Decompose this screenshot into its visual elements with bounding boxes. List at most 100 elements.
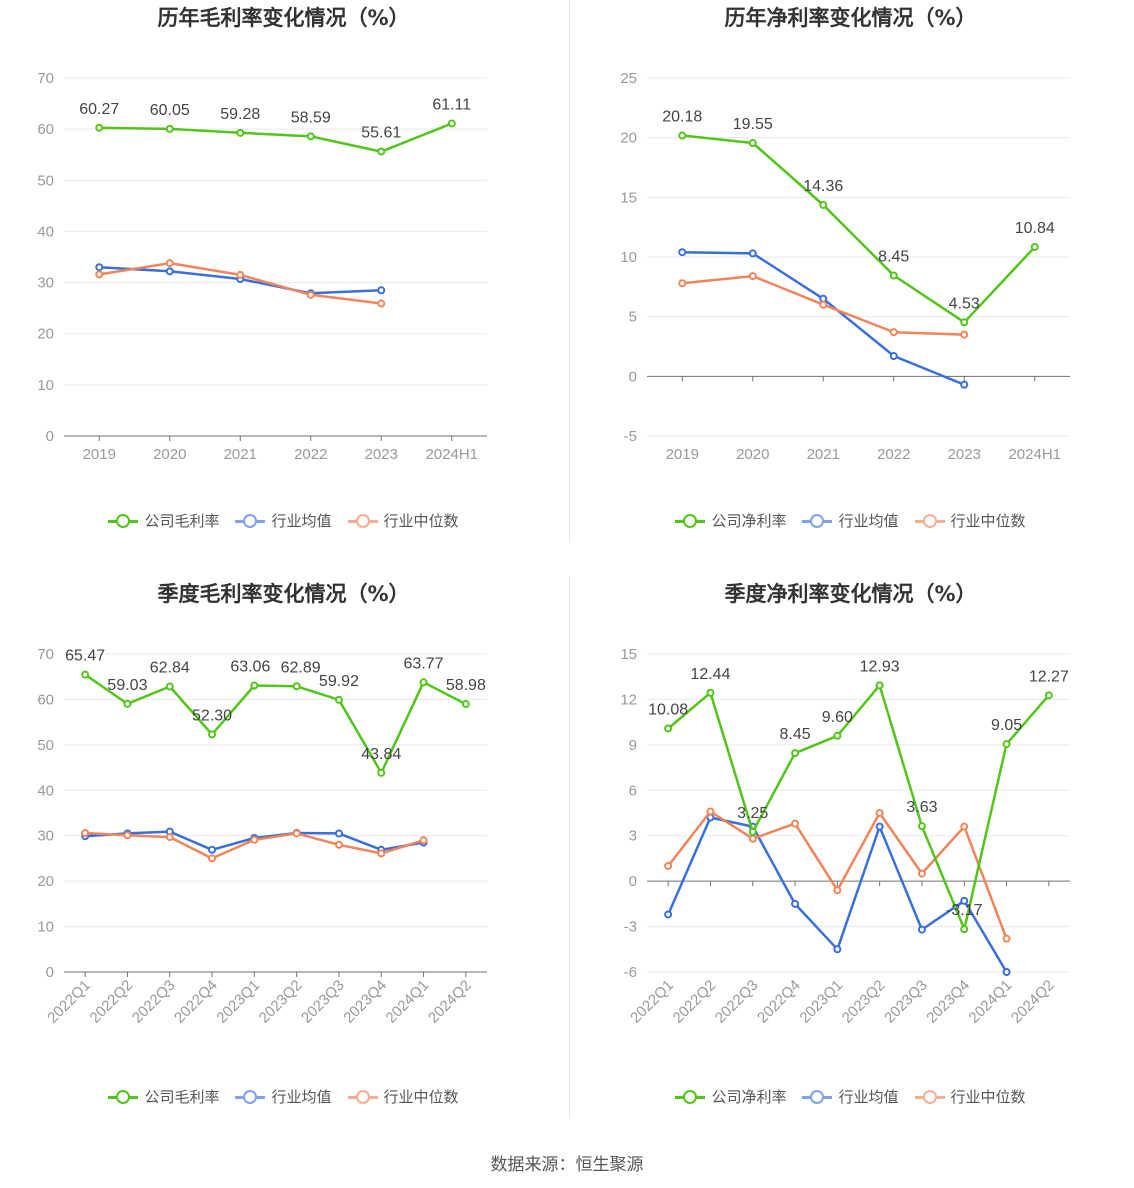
- data-label: 52.30: [192, 707, 232, 724]
- x-tick-label: 2023: [365, 446, 398, 463]
- data-point-company: [306, 132, 315, 141]
- y-tick-label: 10: [37, 377, 54, 394]
- data-point-company: [1002, 740, 1011, 749]
- legend-item-company[interactable]: 公司毛利率: [108, 510, 219, 531]
- y-tick-label: 20: [620, 130, 637, 147]
- y-tick-label: 10: [37, 919, 54, 936]
- legend-label: 行业中位数: [950, 1088, 1026, 1106]
- data-point-avg: [917, 925, 926, 934]
- x-tick-label: 2019: [83, 446, 116, 463]
- x-tick-label: 2022Q4: [171, 977, 221, 1027]
- data-label: 55.61: [361, 125, 401, 142]
- legend-line-icon: [108, 1089, 139, 1105]
- x-tick-label: 2023Q1: [796, 977, 846, 1027]
- data-point-avg: [95, 263, 104, 272]
- data-point-median: [791, 819, 800, 828]
- data-label: 12.27: [1029, 668, 1069, 685]
- data-label: 43.84: [361, 746, 401, 763]
- series-line-company: [84, 673, 467, 775]
- data-point-median: [123, 831, 132, 840]
- data-point-company: [748, 827, 757, 836]
- y-tick-label: 20: [37, 326, 54, 343]
- x-tick-label: 2024Q1: [383, 977, 433, 1027]
- data-label: 63.06: [230, 659, 270, 676]
- x-tick-label: 2020: [736, 446, 769, 463]
- legend-item-avg[interactable]: 行业均值: [235, 1086, 332, 1107]
- data-point-avg: [678, 248, 687, 257]
- y-tick-label: 30: [37, 275, 54, 292]
- legend-item-median[interactable]: 行业中位数: [914, 1086, 1026, 1107]
- data-point-median: [748, 834, 757, 843]
- data-label: 10.08: [648, 702, 688, 719]
- legend-item-avg[interactable]: 行业均值: [235, 510, 332, 531]
- legend-line-icon: [802, 513, 833, 529]
- data-point-company: [461, 700, 470, 709]
- data-label: 8.45: [779, 726, 810, 743]
- data-label: 62.89: [281, 659, 321, 676]
- legend-item-median[interactable]: 行业中位数: [347, 510, 459, 531]
- legend-label: 公司毛利率: [144, 512, 220, 530]
- data-point-company: [960, 925, 969, 934]
- y-tick-label: 15: [620, 189, 637, 206]
- y-tick-label: 10: [620, 249, 637, 266]
- x-tick-label: 2023Q2: [256, 977, 306, 1027]
- y-tick-label: -3: [624, 919, 637, 936]
- x-tick-label: 2022Q3: [712, 977, 762, 1027]
- y-tick-label: 30: [37, 828, 54, 845]
- legend-item-avg[interactable]: 行业均值: [802, 1086, 899, 1107]
- data-point-company: [419, 678, 428, 687]
- data-point-company: [165, 682, 174, 691]
- y-tick-label: -5: [624, 428, 637, 445]
- legend: 公司净利率 行业均值 行业中位数: [567, 510, 1134, 533]
- x-tick-label: 2022: [877, 446, 910, 463]
- legend-line-icon: [914, 513, 945, 529]
- data-label: 59.92: [319, 673, 359, 690]
- data-label: 59.03: [107, 677, 147, 694]
- data-point-median: [833, 886, 842, 895]
- x-tick-label: 2020: [153, 446, 186, 463]
- legend-line-icon: [235, 1089, 266, 1105]
- x-tick-label: 2024H1: [1008, 446, 1061, 463]
- data-point-median: [95, 270, 104, 279]
- data-point-company: [678, 131, 687, 140]
- y-tick-label: 70: [37, 646, 54, 663]
- data-label: 63.77: [404, 655, 444, 672]
- y-tick-label: 9: [629, 737, 637, 754]
- data-point-company: [95, 123, 104, 132]
- data-point-company: [81, 670, 90, 679]
- data-point-company: [819, 200, 828, 209]
- legend-item-company[interactable]: 公司毛利率: [108, 1086, 219, 1107]
- legend-item-median[interactable]: 行业中位数: [914, 510, 1026, 531]
- legend-label: 公司净利率: [711, 1088, 787, 1106]
- data-point-median: [917, 869, 926, 878]
- legend-item-median[interactable]: 行业中位数: [347, 1086, 459, 1107]
- data-label: 60.27: [79, 101, 119, 118]
- legend: 公司毛利率 行业均值 行业中位数: [0, 510, 567, 533]
- y-tick-label: 60: [37, 121, 54, 138]
- data-point-median: [889, 328, 898, 337]
- data-point-company: [960, 318, 969, 327]
- data-point-avg: [334, 829, 343, 838]
- legend-item-company[interactable]: 公司净利率: [675, 510, 786, 531]
- data-point-median: [960, 822, 969, 831]
- data-point-company: [706, 688, 715, 697]
- legend-item-company[interactable]: 公司净利率: [675, 1086, 786, 1107]
- data-label: 20.18: [662, 109, 702, 126]
- x-tick-label: 2022Q2: [87, 977, 137, 1027]
- data-label: 12.93: [860, 658, 900, 675]
- series-line-avg: [682, 250, 965, 386]
- data-label: 4.53: [949, 295, 980, 312]
- data-point-median: [292, 829, 301, 838]
- x-tick-label: 2023Q4: [923, 977, 973, 1027]
- chart-title: 季度毛利率变化情况（%）: [157, 582, 410, 606]
- y-tick-label: 25: [620, 70, 637, 87]
- y-tick-label: 0: [46, 428, 54, 445]
- data-label: -3.17: [946, 902, 983, 919]
- x-tick-label: 2022Q2: [670, 977, 720, 1027]
- x-tick-label: 2019: [666, 446, 699, 463]
- legend-line-icon: [802, 1089, 833, 1105]
- data-point-avg: [875, 822, 884, 831]
- legend-item-avg[interactable]: 行业均值: [802, 510, 899, 531]
- y-tick-label: 0: [629, 873, 637, 890]
- legend: 公司净利率 行业均值 行业中位数: [567, 1086, 1134, 1109]
